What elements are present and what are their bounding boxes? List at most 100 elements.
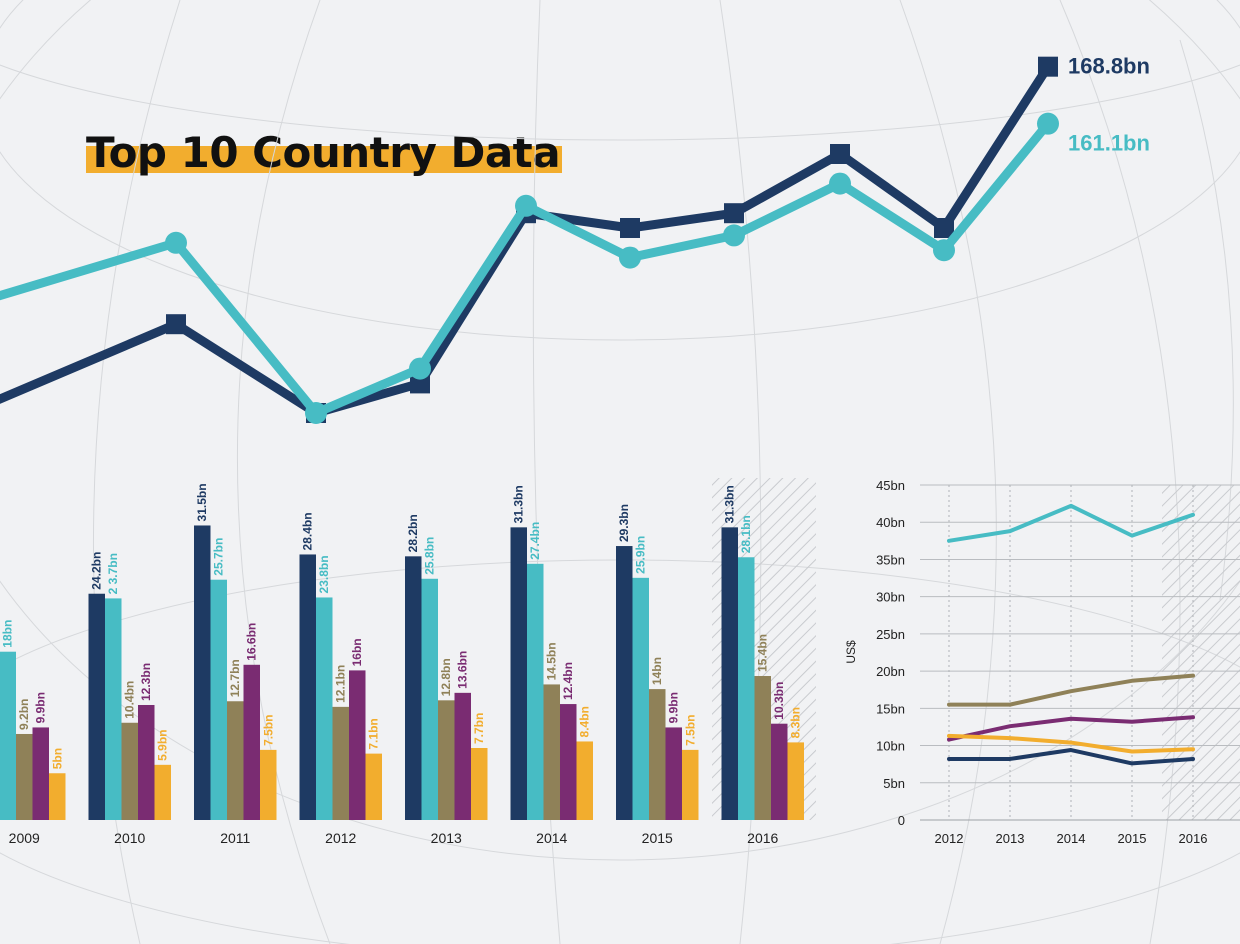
bar-value-label: 9.2bn — [17, 699, 31, 730]
bar — [299, 554, 316, 820]
x-tick-label: 2012 — [325, 830, 356, 846]
series-marker — [724, 203, 744, 224]
bar-value-label: 15.4bn — [756, 634, 770, 672]
bar — [771, 723, 788, 820]
bar — [365, 753, 382, 820]
title-highlight — [86, 146, 562, 173]
bar — [49, 773, 66, 820]
series-marker — [1038, 56, 1058, 77]
bar-value-label: 31.5bn — [195, 483, 209, 521]
series-marker — [409, 357, 431, 380]
series-line — [0, 120, 1052, 418]
x-tick-label: 2016 — [1179, 831, 1208, 846]
bar — [632, 577, 649, 820]
bar-value-label: 28.1bn — [739, 515, 753, 553]
bar-value-label: 5.9bn — [156, 729, 170, 760]
globe-meridian — [237, 0, 331, 944]
bar — [32, 727, 49, 820]
bar — [121, 722, 138, 820]
bar-value-label: 31.3bn — [512, 485, 526, 523]
x-tick-label: 2013 — [996, 831, 1025, 846]
bar-value-label: 8.4bn — [578, 706, 592, 737]
bar-value-label: 16.6bn — [245, 623, 259, 661]
bar — [194, 525, 211, 820]
globe-latitude — [0, 64, 1240, 141]
x-tick-label: 2014 — [1057, 831, 1086, 846]
x-tick-label: 2010 — [114, 830, 145, 846]
bar-value-label: 25.8bn — [423, 537, 437, 575]
bar-value-label: 13.6bn — [456, 651, 470, 689]
bar-value-label: 9.9bn — [667, 692, 681, 723]
y-tick-label: 5bn — [883, 776, 905, 791]
series-marker — [723, 224, 745, 247]
bar-value-label: 27.4bn — [528, 522, 542, 560]
highlight-hatch — [1162, 485, 1240, 820]
y-tick-label: 0 — [898, 813, 905, 828]
bar — [560, 704, 577, 820]
bar-value-label: 28.4bn — [301, 512, 315, 550]
bar-value-label: 12.3bn — [139, 663, 153, 701]
bar — [349, 670, 366, 820]
y-tick-label: 40bn — [876, 515, 905, 530]
globe-latitude — [0, 0, 1240, 341]
series-marker — [166, 314, 186, 335]
series-marker — [933, 239, 955, 262]
bar — [510, 527, 527, 820]
y-tick-label: 25bn — [876, 627, 905, 642]
series-marker — [620, 218, 640, 238]
series-marker — [829, 172, 851, 195]
bar — [0, 651, 16, 820]
page-title: Top 10 Country Data — [86, 128, 561, 177]
bar-value-label: 24.2bn — [90, 552, 104, 590]
bar-value-label: 12.4bn — [561, 662, 575, 700]
series-line — [947, 673, 1195, 707]
y-axis-label: US$ — [844, 640, 858, 664]
bar-value-label: 18bn — [1, 620, 15, 648]
bar — [616, 546, 633, 820]
bar-value-label: 10.4bn — [123, 681, 137, 719]
bar — [405, 556, 422, 820]
x-tick-label: 2009 — [9, 830, 40, 846]
bar-value-label: 23.8bn — [317, 555, 331, 593]
bar-value-label: 25.7bn — [212, 538, 226, 576]
y-tick-label: 45bn — [876, 478, 905, 493]
series-marker — [410, 373, 430, 394]
end-value-label: 168.8bn — [1068, 54, 1150, 79]
bar-value-label: 29.3bn — [617, 504, 631, 542]
bar-value-label: 2 3.7bn — [106, 553, 120, 594]
series-line — [0, 64, 1052, 418]
globe-latitude — [0, 0, 1240, 861]
x-tick-label: 2015 — [1118, 831, 1147, 846]
series-marker — [830, 144, 850, 164]
y-tick-label: 10bn — [876, 739, 905, 754]
bar — [682, 749, 699, 820]
bar — [471, 748, 488, 820]
bar-value-label: 12.8bn — [439, 658, 453, 696]
bar — [721, 527, 738, 820]
bar — [738, 557, 755, 820]
bar — [227, 701, 244, 820]
bar — [260, 749, 277, 820]
x-tick-label: 2015 — [642, 830, 673, 846]
bar-value-label: 7.5bn — [261, 715, 275, 746]
bar — [527, 563, 544, 820]
bar-value-label: 25.9bn — [634, 536, 648, 574]
bar — [438, 700, 455, 820]
x-tick-label: 2011 — [220, 830, 250, 846]
bar — [649, 689, 666, 820]
bar — [243, 664, 260, 820]
bar — [210, 579, 227, 820]
series-marker — [934, 218, 954, 238]
globe-meridian — [899, 0, 997, 944]
bar — [576, 741, 593, 820]
x-tick-label: 2013 — [431, 830, 462, 846]
bar-value-label: 7.7bn — [472, 713, 486, 744]
y-tick-label: 15bn — [876, 701, 905, 716]
series-marker — [515, 194, 537, 217]
title-block: Top 10 Country Data — [86, 128, 562, 177]
y-tick-label: 30bn — [876, 590, 905, 605]
bar-value-label: 16bn — [350, 638, 364, 666]
bar-value-label: 8.3bn — [789, 707, 803, 738]
